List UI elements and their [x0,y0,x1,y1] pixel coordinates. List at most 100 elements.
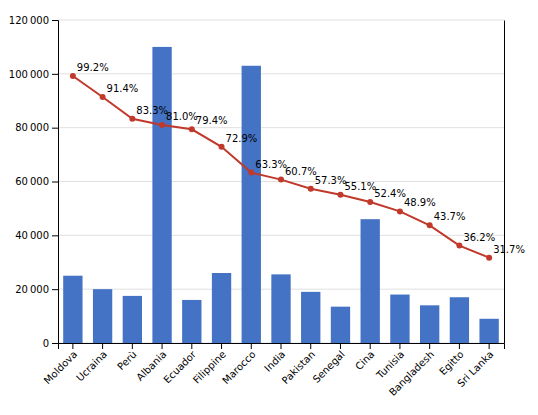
bar [123,296,142,343]
tick: Senegal [311,343,347,385]
marker [278,177,284,183]
tick: 20 000 [15,284,58,295]
data-label: 91.4% [107,83,139,94]
tick-mark [281,343,282,349]
marker [367,199,373,205]
tick-label: 0 [43,338,49,349]
bar-series [63,47,499,343]
tick-mark [429,343,430,349]
axis-line [52,21,59,344]
tick-label: 120 000 [9,15,49,26]
tick-label: 60 000 [15,176,49,187]
bar [152,47,171,343]
tick-mark [52,182,58,183]
marker [248,170,254,176]
tick-label: Egitto [437,349,466,378]
data-label: 31.7% [493,244,525,255]
tick: 60 000 [15,176,58,187]
tick-mark [399,343,400,349]
tick: Marocco [220,343,257,386]
tick: Egitto [437,343,466,377]
bar [450,297,469,343]
tick: Perù [115,343,139,372]
bar [331,307,350,343]
tick-mark [251,343,252,349]
marker [159,122,165,128]
bar [479,319,498,343]
data-label: 83.3% [136,105,168,116]
bar [182,300,201,343]
data-label: 99.2% [77,62,109,73]
tick-mark [72,343,73,349]
tick-mark [132,343,133,349]
tick: Sri Lanka [455,343,495,389]
tick-mark [191,343,192,349]
tick-label: Perù [115,349,139,373]
marker [427,222,433,228]
tick: 120 000 [9,15,58,26]
tick-mark [52,20,58,21]
tick-mark [221,343,222,349]
bar [301,292,320,343]
data-label: 63.3% [255,159,287,170]
plot: MoldovaUcrainaPerùAlbaniaEcuadorFilippin… [9,15,525,398]
bar [93,289,112,343]
chart: MoldovaUcrainaPerùAlbaniaEcuadorFilippin… [0,0,538,415]
grid [58,20,504,343]
tick-mark [310,343,311,349]
tick-mark [52,289,58,290]
grid-line [58,235,504,236]
marker [129,116,135,122]
grid-line [58,127,504,128]
tick-mark [52,128,58,129]
tick-label: Moldova [42,349,80,387]
tick: 100 000 [9,69,58,80]
data-label: 81.0% [166,111,198,122]
tick-mark [340,343,341,349]
bar [271,274,290,343]
tick-label: Pakistan [280,349,317,386]
grid-line [58,20,504,21]
tick: India [262,343,287,374]
tick-label: 20 000 [15,284,49,295]
tick-mark [102,343,103,349]
tick: 80 000 [15,122,58,133]
marker [337,192,343,198]
tick-mark [52,74,58,75]
data-label: 52.4% [374,188,406,199]
tick: Ucraina [74,343,109,384]
data-label: 43.7% [434,211,466,222]
data-labels: 99.2%91.4%83.3%81.0%79.4%72.9%63.3%60.7%… [77,62,525,255]
tick-label: 40 000 [15,230,49,241]
grid-line [58,73,504,74]
markers [70,73,492,261]
bar [212,273,231,343]
y-axis: 0 20 000 40 000 60 000 80 000 100 000 120 000 [9,15,59,349]
tick-label: Sri Lanka [455,349,495,389]
tick-mark [162,343,163,349]
tick: 40 000 [15,230,58,241]
tick-label: Ucraina [74,349,109,384]
axis-line [59,344,505,350]
tick-mark [370,343,371,349]
tick-label: 100 000 [9,69,49,80]
marks [63,47,499,343]
marker [189,126,195,132]
tick-label: Senegal [311,349,347,385]
bar [361,219,380,343]
bar [63,276,82,343]
data-label: 55.1% [344,181,376,192]
data-label: 57.3% [315,175,347,186]
bar [242,66,261,343]
y2-axis [504,21,505,344]
tick-mark [52,343,58,344]
tick-label: 80 000 [15,122,49,133]
tick: Moldova [42,343,80,386]
tick-label: Marocco [220,349,257,386]
marker [397,208,403,214]
marker [219,144,225,150]
tick-mark [52,235,58,236]
tick-mark [489,343,490,349]
x-axis: MoldovaUcrainaPerùAlbaniaEcuadorFilippin… [42,343,505,398]
bar [420,305,439,343]
